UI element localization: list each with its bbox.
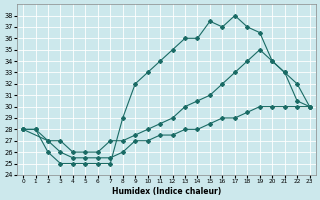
X-axis label: Humidex (Indice chaleur): Humidex (Indice chaleur) [112, 187, 221, 196]
